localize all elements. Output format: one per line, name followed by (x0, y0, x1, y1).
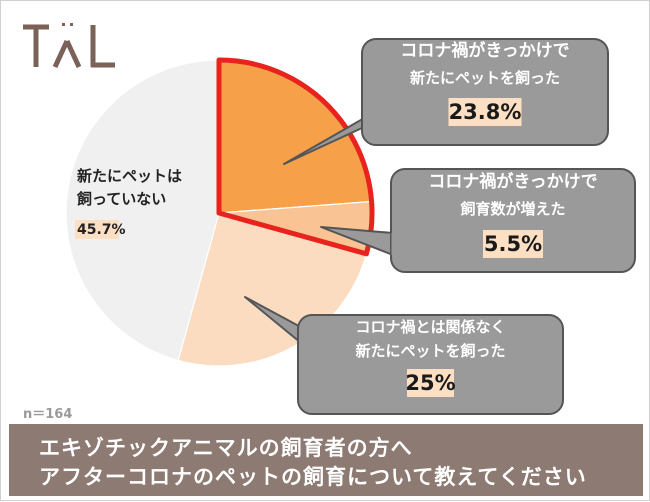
callout-label: コロナ禍とは関係なく (355, 318, 505, 336)
slice-value: 45.7% (77, 222, 126, 238)
callout-box (390, 168, 636, 273)
slice-label: 新たにペットは (77, 167, 182, 185)
title-line-1: エキゾチックアニマルの飼育者の方へ (39, 436, 413, 460)
value-highlight (407, 369, 454, 397)
callout-label: コロナ禍がきっかけで (400, 40, 569, 61)
value-highlight (448, 98, 522, 126)
callout-label: 新たにペットを飼った (355, 342, 505, 360)
title-line-2: アフターコロナのペットの飼育について教えてください (39, 465, 587, 489)
callout-box (297, 314, 564, 415)
callout-value: 5.5% (484, 232, 542, 256)
title-banner: エキゾチックアニマルの飼育者の方へ アフターコロナのペットの飼育について教えてく… (9, 424, 643, 496)
callout-label: コロナ禍がきっかけで (428, 171, 597, 192)
sample-size-label: n＝164 (23, 407, 73, 422)
callout-label: 飼育数が増えた (459, 200, 565, 218)
callout-label: 新たにペットを飼った (410, 69, 560, 87)
callout-value: 25% (405, 371, 455, 395)
callout-seam (393, 99, 417, 105)
slice-label: 飼っていない (76, 190, 166, 208)
callout-box (361, 38, 609, 146)
highlight-outline (216, 57, 375, 257)
value-highlight (75, 220, 119, 239)
tal-logo (23, 23, 115, 69)
value-highlight (483, 230, 543, 258)
pie-slice (65, 59, 220, 362)
callout-value: 23.8% (449, 100, 522, 124)
